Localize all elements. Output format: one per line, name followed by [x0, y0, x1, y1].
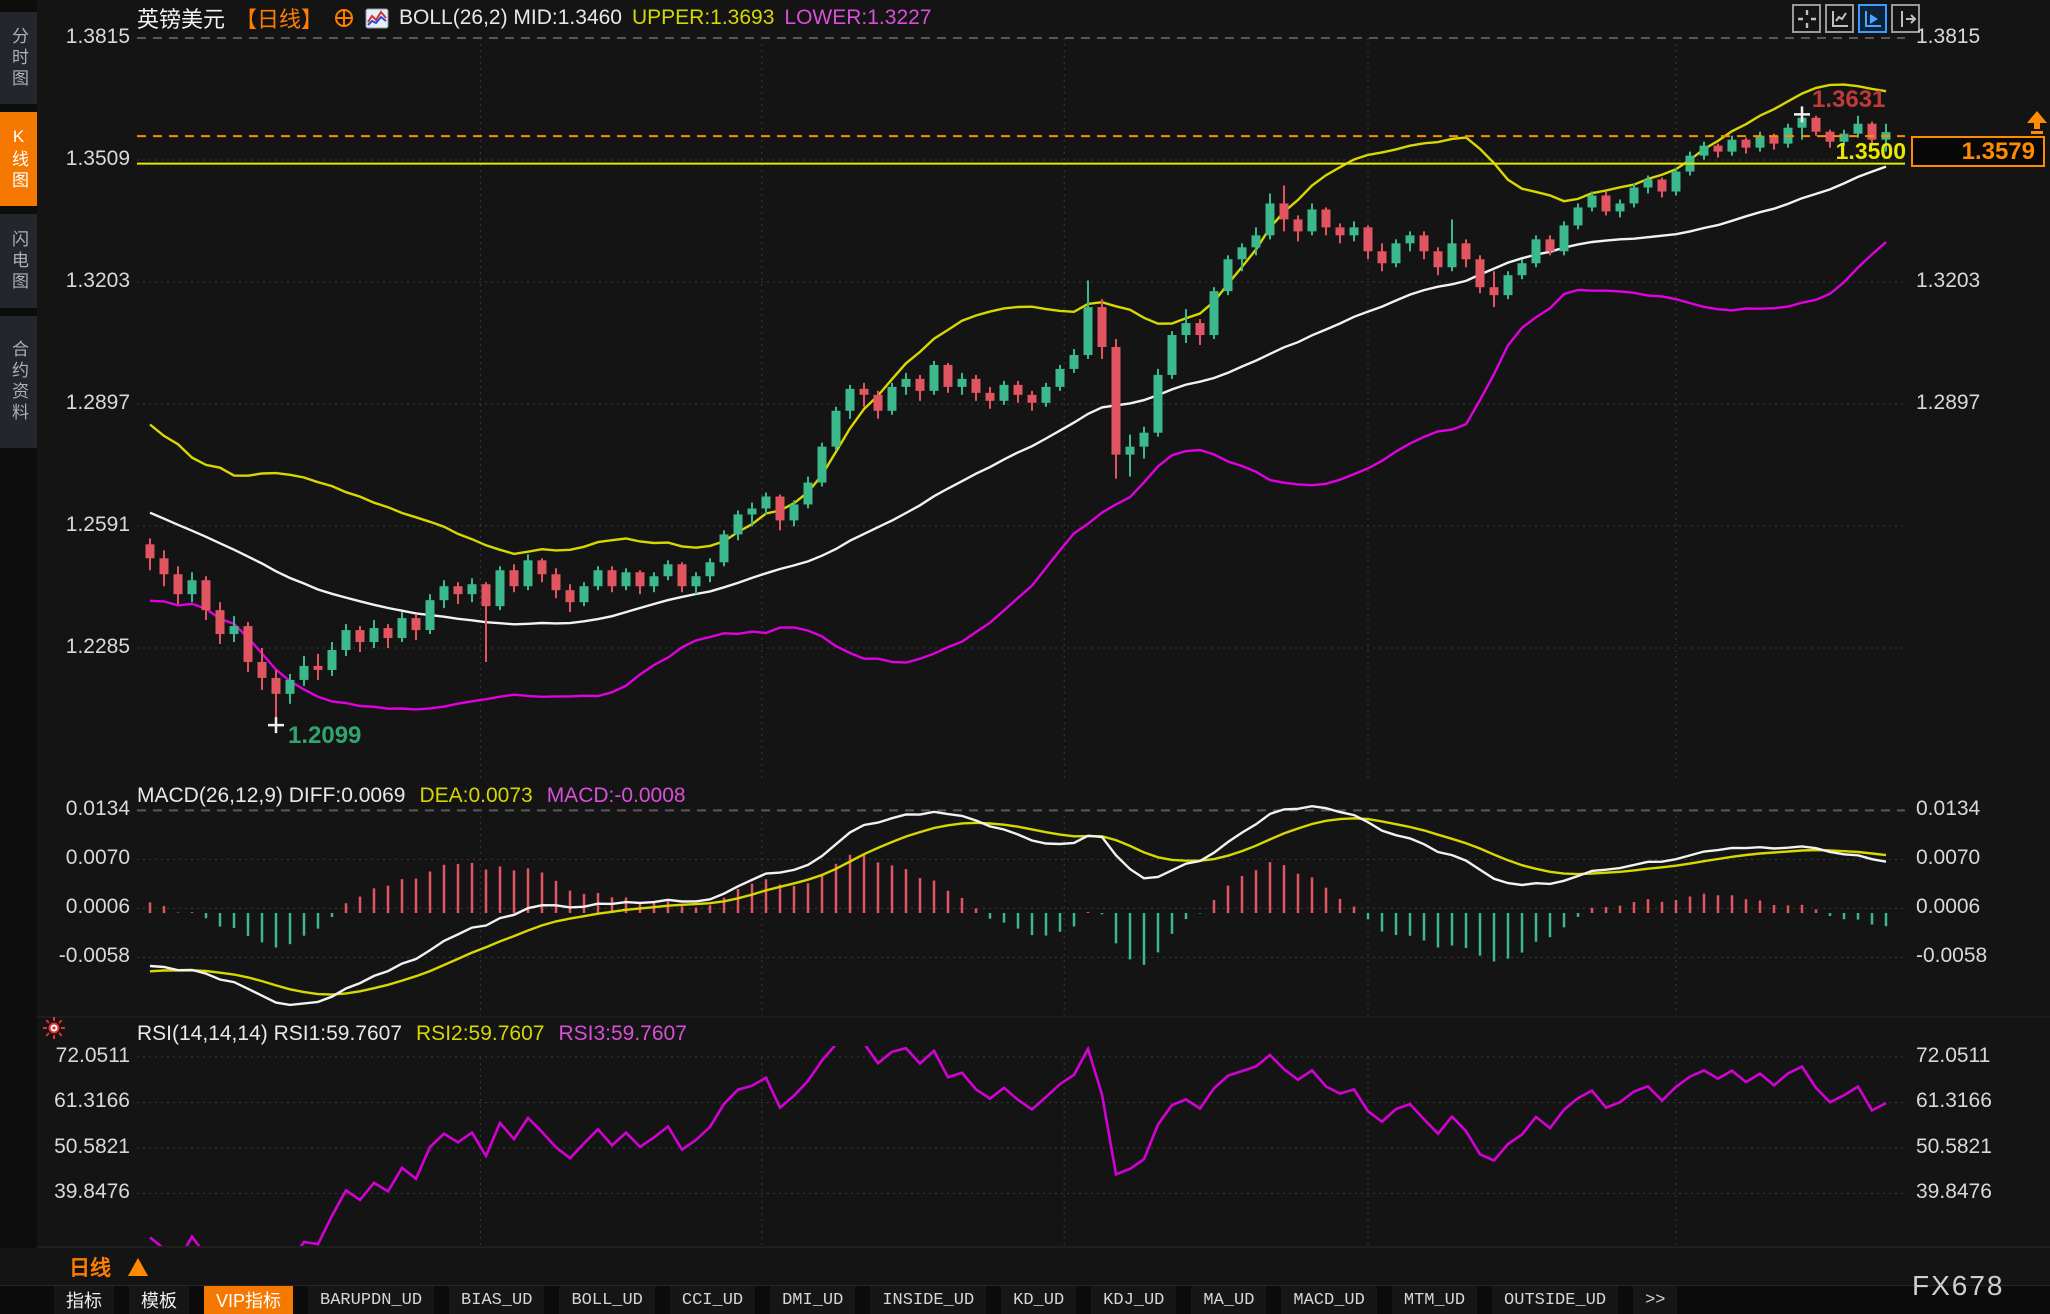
indicator-tabbar: 指标 模板 VIP指标 BARUPDN_UD BIAS_UD BOLL_UD CCI_UD D…: [0, 1285, 2050, 1314]
price-axis-label-left: 1.3815: [65, 25, 130, 48]
macd-axis-label-left: -0.0058: [58, 944, 130, 968]
tab-ma-ud[interactable]: MA_UD: [1191, 1286, 1267, 1314]
macd-axis-label-right: 0.0134: [1916, 797, 1981, 821]
chart-toolbar: [1792, 4, 1920, 33]
candlesticks: [145, 111, 1891, 723]
high-low-markers: [268, 106, 1810, 734]
price-axis-label-left: 1.2591: [65, 513, 130, 536]
macd-header: MACD(26,12,9) DIFF:0.0069 DEA:0.0073 MAC…: [137, 784, 686, 808]
price-axis-label-right: 1.2897: [1916, 391, 1981, 414]
mini-chart-icon[interactable]: [365, 8, 389, 29]
rsi2-readout: RSI2:59.7607: [416, 1022, 545, 1045]
crosshair-tool-icon[interactable]: [1792, 4, 1821, 33]
tab-指标[interactable]: 指标: [54, 1286, 114, 1314]
macd-pane: [148, 804, 1888, 1007]
sidebar-item-4[interactable]: 合约资料: [0, 316, 37, 448]
chart-header: 英镑美元 【日线】 BOLL(26,2) MID:1.3460 UPPER:1.…: [137, 5, 932, 32]
high-price-label: 1.3631: [1812, 86, 1886, 113]
tab-kd-ud[interactable]: KD_UD: [1001, 1286, 1077, 1314]
rsi3-readout: RSI3:59.7607: [558, 1022, 687, 1045]
macd-axis-label-right: -0.0058: [1916, 944, 1988, 968]
tab-macd-ud[interactable]: MACD_UD: [1281, 1286, 1377, 1314]
sidebar: 分时图 K线图闪电图合约资料: [0, 0, 37, 1314]
macd-axis-label-right: 0.0070: [1916, 846, 1981, 870]
tab-cci-ud[interactable]: CCI_UD: [669, 1286, 756, 1314]
low-price-label: 1.2099: [288, 722, 362, 749]
macd-axis-label-left: 0.0070: [65, 846, 130, 870]
rsi-axis-label-left: 50.5821: [54, 1134, 130, 1158]
macd-axis-label-right: 0.0006: [1916, 895, 1981, 919]
sidebar-item-1[interactable]: 分时图: [0, 12, 37, 104]
boll-lower-readout: LOWER:1.3227: [784, 6, 932, 29]
rsi1-readout: RSI(14,14,14) RSI1:59.7607: [137, 1022, 403, 1045]
macd-axis-label-left: 0.0134: [65, 797, 130, 821]
rsi-axis-label-right: 61.3166: [1916, 1089, 1992, 1113]
x-axis-row: 2025/022025/032025/042025/052025/06: [0, 1248, 2050, 1285]
target-add-icon[interactable]: [333, 7, 355, 29]
price-up-arrow-icon[interactable]: [2026, 110, 2048, 136]
price-axis-label-left: 1.2897: [65, 391, 130, 414]
rsi-axis-label-right: 50.5821: [1916, 1134, 1992, 1158]
play-chart-icon[interactable]: [1858, 4, 1887, 33]
tab-bias-ud[interactable]: BIAS_UD: [449, 1286, 545, 1314]
last-price-value: 1.3579: [1961, 137, 2035, 165]
hline-value-label: 1.3500: [1835, 138, 1906, 164]
price-axis-label-left: 1.3509: [65, 147, 130, 170]
rsi-axis-label-right: 39.8476: [1916, 1180, 1992, 1204]
price-axis-label-right: 1.3203: [1916, 269, 1981, 292]
price-axis-label-left: 1.3203: [65, 269, 130, 292]
boll-upper-readout: UPPER:1.3693: [631, 6, 775, 29]
macd-axis-label-left: 0.0006: [65, 895, 130, 919]
tab-outside-ud[interactable]: OUTSIDE_UD: [1492, 1286, 1619, 1314]
symbol-name: 英镑美元: [137, 7, 226, 32]
alert-sun-icon[interactable]: [42, 1016, 66, 1040]
pan-chart-icon[interactable]: [1891, 4, 1920, 33]
rsi-pane: [149, 1046, 1887, 1246]
price-axis-label-left: 1.2285: [65, 635, 130, 658]
boll-readout: BOLL(26,2) MID:1.3460: [399, 6, 622, 29]
tab-vip指标[interactable]: VIP指标: [204, 1286, 294, 1314]
rsi-header: RSI(14,14,14) RSI1:59.7607 RSI2:59.7607 …: [137, 1022, 687, 1046]
axis-chart-icon[interactable]: [1825, 4, 1854, 33]
tab-模板[interactable]: 模板: [129, 1286, 189, 1314]
macd-hist-readout: MACD:-0.0008: [546, 784, 686, 807]
tab-dmi-ud[interactable]: DMI_UD: [770, 1286, 856, 1314]
gridlines: [0, 37, 2050, 1248]
macd-diff-readout: MACD(26,12,9) DIFF:0.0069: [137, 784, 406, 807]
sidebar-item-2[interactable]: K线图: [0, 112, 37, 206]
period-badge[interactable]: 【日线】: [235, 7, 324, 32]
tab-mtm-ud[interactable]: MTM_UD: [1391, 1286, 1478, 1314]
rsi-axis-label-left: 72.0511: [55, 1044, 130, 1067]
rsi-axis-label-right: 72.0511: [1916, 1044, 1991, 1067]
tab-boll-ud[interactable]: BOLL_UD: [559, 1286, 655, 1314]
macd-dea-readout: DEA:0.0073: [419, 784, 533, 807]
bollinger-bands: [149, 83, 1887, 711]
tab-barupdn-ud[interactable]: BARUPDN_UD: [308, 1286, 435, 1314]
rsi-axis-label-left: 39.8476: [54, 1180, 130, 1204]
tab-kdj-ud[interactable]: KDJ_UD: [1091, 1286, 1177, 1314]
price-axis-label-right: 1.3815: [1916, 25, 1981, 48]
tab-inside-ud[interactable]: INSIDE_UD: [870, 1286, 987, 1314]
last-price-box: 1.3579: [1911, 136, 2045, 167]
period-footer-label[interactable]: 日线: [69, 1257, 111, 1280]
tab--[interactable]: >>: [1633, 1286, 1678, 1314]
rsi-axis-label-left: 61.3166: [54, 1089, 130, 1113]
annotation-lines: [137, 135, 1905, 165]
watermark: FX678: [1912, 1270, 2005, 1301]
period-up-triangle-icon[interactable]: [128, 1258, 148, 1276]
sidebar-item-3[interactable]: 闪电图: [0, 214, 37, 308]
